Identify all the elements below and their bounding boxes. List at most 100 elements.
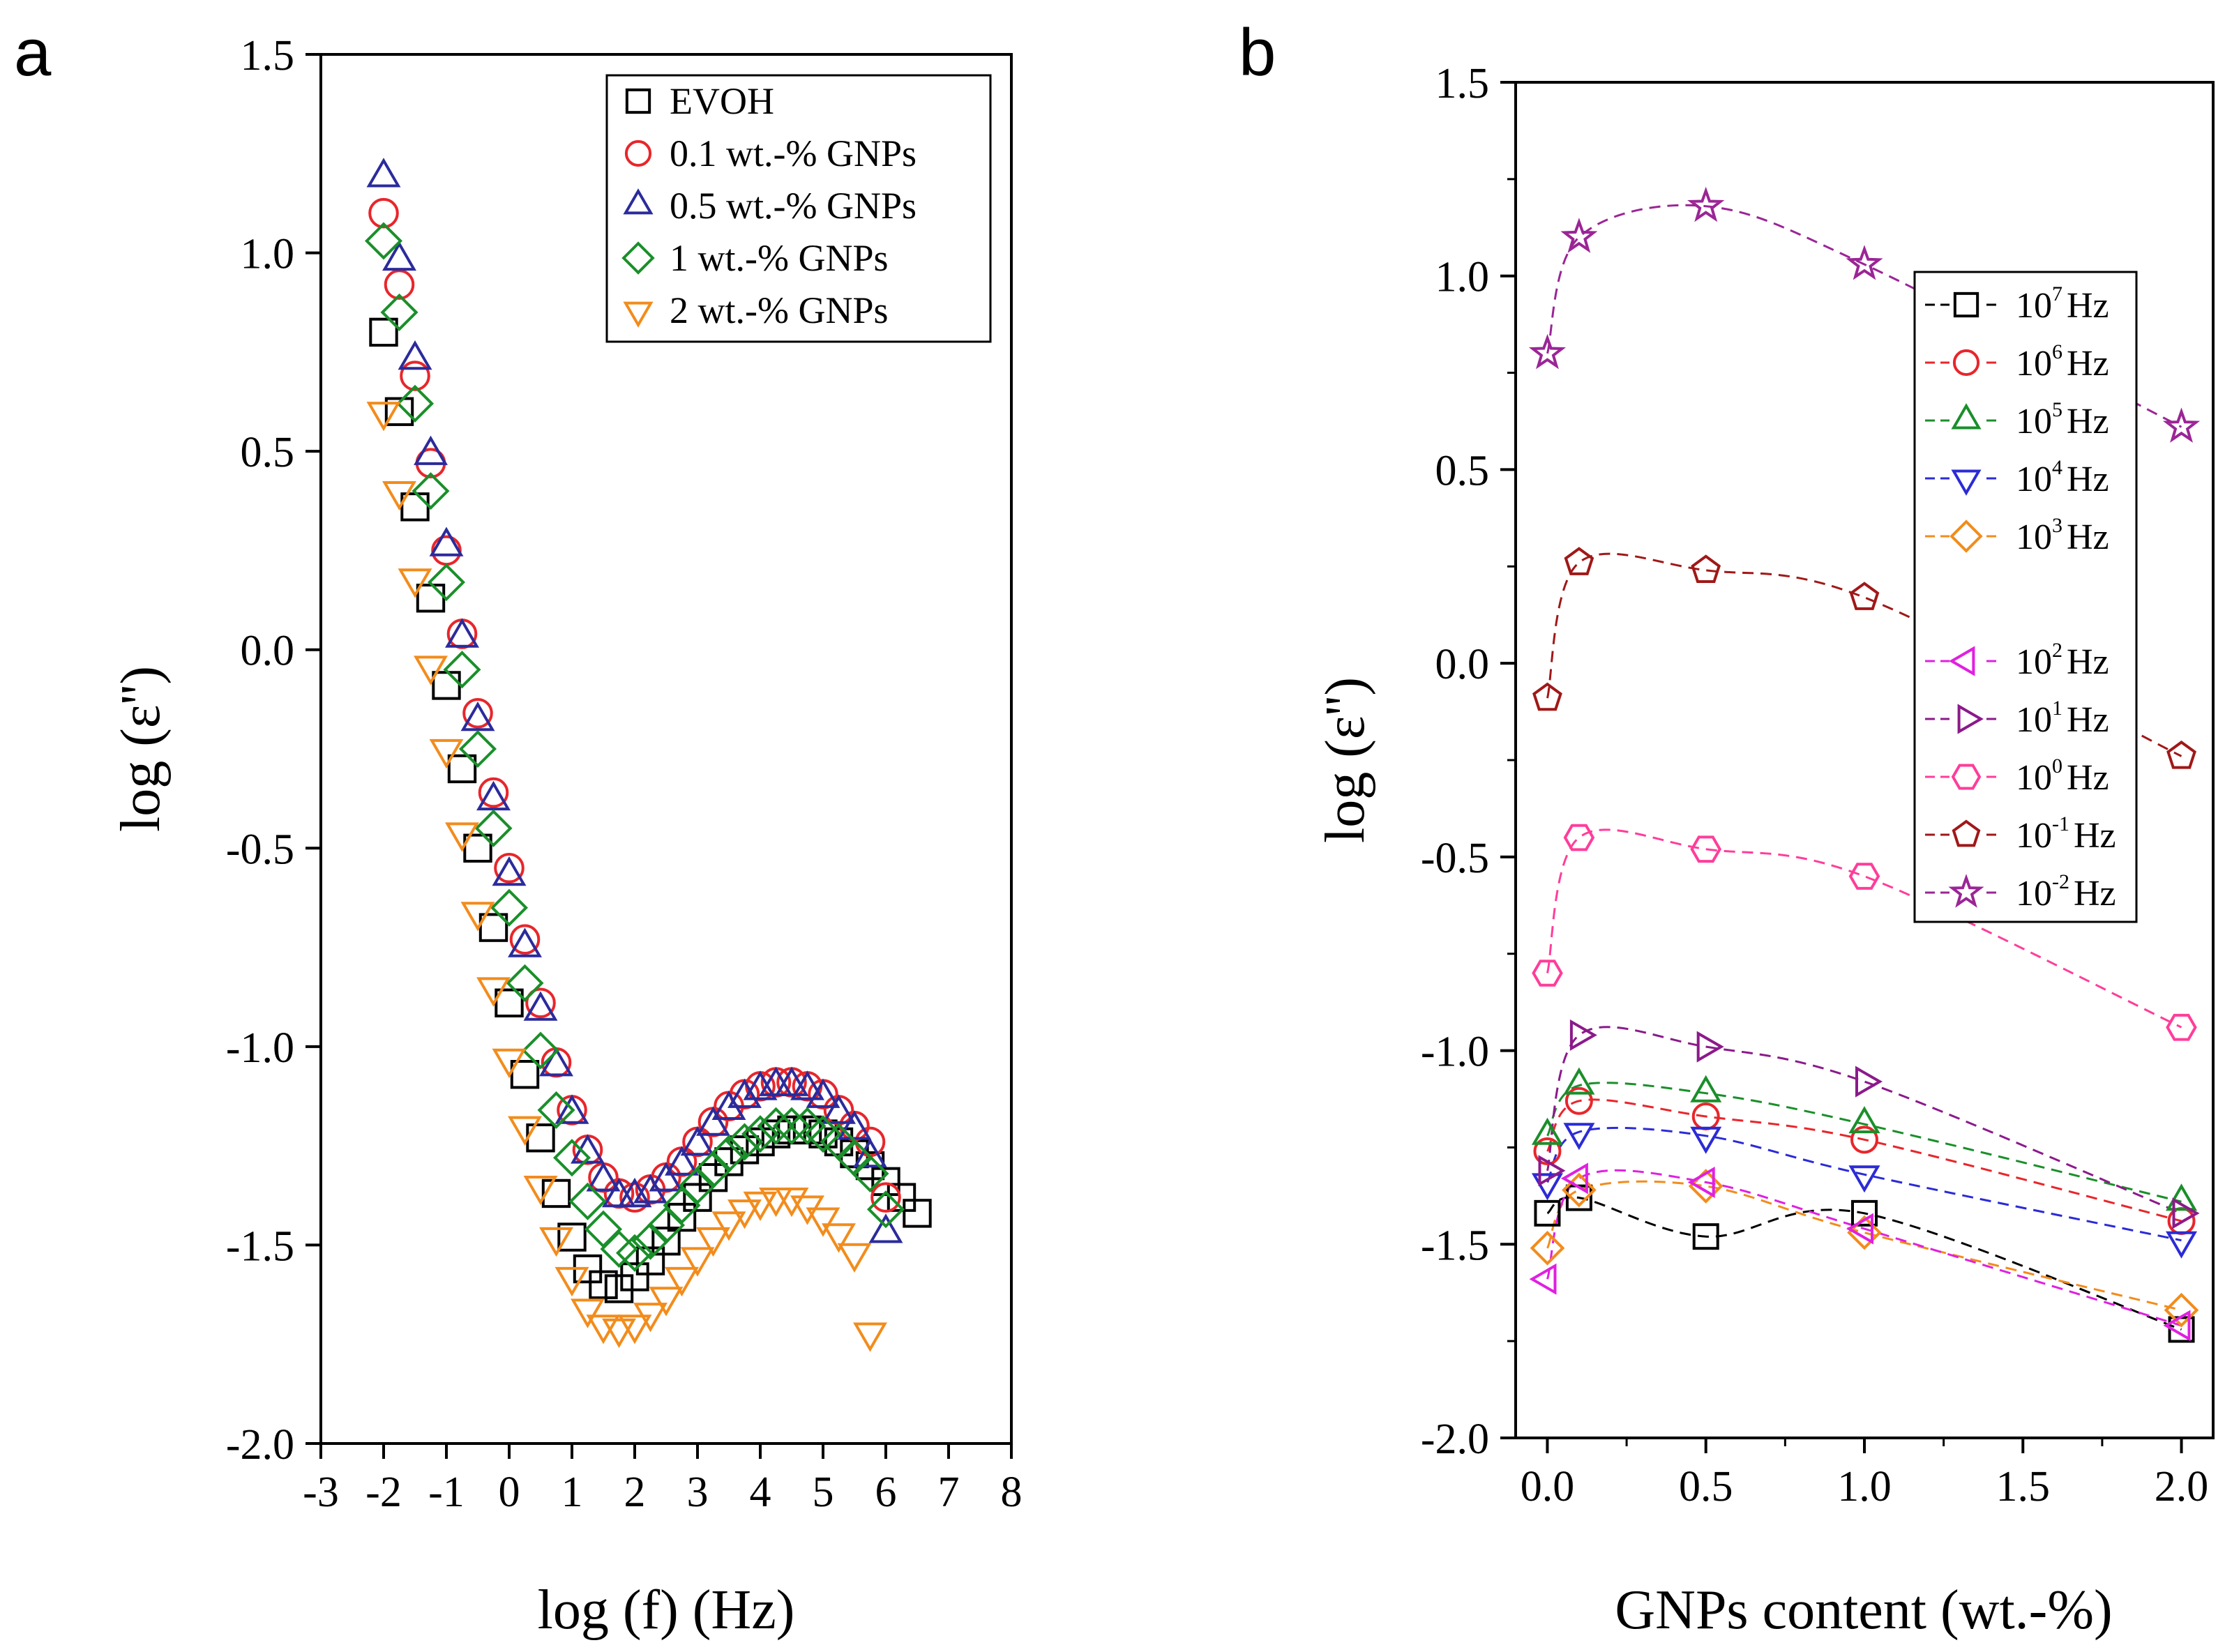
legend-unit-b: Hz bbox=[2067, 402, 2109, 441]
data-point-a bbox=[823, 1095, 854, 1126]
data-point-a bbox=[368, 197, 399, 229]
data-point-a bbox=[741, 1115, 780, 1153]
data-point-b bbox=[1687, 186, 1725, 222]
series-line-b bbox=[1546, 1180, 2182, 1312]
data-point-a bbox=[460, 902, 495, 932]
data-point-a bbox=[537, 1091, 575, 1129]
data-point-b bbox=[1534, 1199, 1561, 1227]
data-point-a bbox=[557, 1222, 587, 1252]
data-point-a bbox=[680, 1126, 715, 1156]
data-point-a bbox=[539, 1047, 573, 1077]
y-tick-label-b: -2.0 bbox=[1421, 1416, 1489, 1463]
legend-base-b: 10 bbox=[2016, 517, 2052, 557]
x-tick-label-a: -3 bbox=[303, 1469, 339, 1516]
legend-exponent-b: 4 bbox=[2052, 456, 2062, 479]
legend-label-b: 102 Hz bbox=[2016, 639, 2109, 682]
legend-label-b: 104 Hz bbox=[2016, 456, 2109, 499]
x-tick-label-a: 2 bbox=[624, 1469, 646, 1516]
legend-box-b bbox=[1913, 271, 2138, 923]
data-point-a bbox=[416, 584, 446, 613]
legend-exponent-b: -2 bbox=[2052, 870, 2069, 893]
data-point-a bbox=[806, 1207, 840, 1237]
data-point-a bbox=[651, 1227, 681, 1256]
data-point-a bbox=[694, 1151, 732, 1189]
axes-b: 0.0 0.5 1.0 1.5 2.0 1.5 1.0 0.5 0.0 -0.5 -1.0 -1.5 -… bbox=[1421, 60, 2208, 1510]
x-axis-title-b: GNPs content (wt.-%) bbox=[1615, 1579, 2112, 1641]
data-point-b bbox=[1564, 547, 1594, 575]
data-point-a bbox=[395, 384, 435, 423]
data-point-a bbox=[384, 269, 415, 300]
data-point-a bbox=[523, 1176, 558, 1206]
legend-label-a: 1 wt.-% GNPs bbox=[670, 237, 889, 279]
legend-exponent-b: -1 bbox=[2052, 812, 2069, 835]
legend-unit-b: Hz bbox=[2067, 460, 2109, 499]
data-point-a bbox=[382, 241, 416, 271]
data-point-b bbox=[1529, 1263, 1557, 1295]
x-tick-label-b: 0.0 bbox=[1521, 1463, 1575, 1510]
data-point-a bbox=[510, 1059, 540, 1089]
legend-base-b: 10 bbox=[2016, 460, 2052, 499]
legend-exponent-b: 2 bbox=[2052, 639, 2062, 662]
data-point-a bbox=[772, 1107, 811, 1145]
legend-unit-b: Hz bbox=[2074, 874, 2116, 914]
legend-marker-bg-b bbox=[1949, 644, 1983, 678]
legend-marker-b bbox=[1953, 291, 1979, 318]
data-point-b bbox=[2163, 1310, 2191, 1342]
legend-label-b: 107 Hz bbox=[2016, 282, 2109, 326]
data-point-a bbox=[820, 1123, 858, 1161]
data-point-a bbox=[476, 977, 511, 1007]
data-point-a bbox=[555, 1266, 589, 1297]
legend-label-a: 2 wt.-% GNPs bbox=[670, 289, 889, 331]
data-point-a bbox=[539, 1227, 573, 1257]
series-line-b bbox=[1546, 1026, 2182, 1215]
x-tick-label-a: 3 bbox=[687, 1469, 709, 1516]
series-line-b bbox=[1546, 1169, 2182, 1327]
axes-a: -3 -2 -1 0 1 2 3 4 5 6 7 8 1.5 1.0 0.5 0.0 -0.5 -1.0 -1.5 -… bbox=[226, 32, 1023, 1516]
legend-exponent-b: 5 bbox=[2052, 398, 2062, 421]
data-point-a bbox=[506, 964, 544, 1002]
legend-label-a: 0.1 wt.-% GNPs bbox=[670, 132, 917, 174]
data-point-a bbox=[667, 1202, 697, 1232]
data-point-b bbox=[1690, 1075, 1722, 1102]
data-point-b bbox=[2164, 1292, 2199, 1328]
x-tick-label-a: -2 bbox=[365, 1469, 402, 1516]
data-point-a bbox=[600, 1230, 638, 1268]
y-tick-label-b: 0.5 bbox=[1435, 447, 1490, 494]
data-point-a bbox=[568, 1182, 607, 1220]
data-point-a bbox=[523, 991, 558, 1021]
data-point-b bbox=[1563, 824, 1595, 851]
data-point-a bbox=[851, 1154, 889, 1193]
data-point-a bbox=[649, 1287, 684, 1317]
data-point-a bbox=[478, 913, 508, 942]
data-point-b bbox=[1564, 1086, 1593, 1115]
data-point-a bbox=[822, 1094, 856, 1124]
legend-label-b: 100 Hz bbox=[2016, 755, 2109, 798]
data-point-b bbox=[1531, 1117, 1563, 1145]
legend-unit-b: Hz bbox=[2074, 816, 2116, 856]
data-point-a bbox=[903, 1199, 932, 1228]
plot-frame-a bbox=[319, 53, 1013, 1445]
data-point-b bbox=[2166, 1013, 2197, 1041]
y-tick-label-a: -1.5 bbox=[226, 1222, 294, 1270]
data-point-a bbox=[492, 856, 527, 886]
legend-exponent-b: 0 bbox=[2052, 755, 2062, 778]
data-point-a bbox=[804, 1115, 843, 1153]
data-point-a bbox=[588, 1162, 619, 1193]
legend-label-b: 103 Hz bbox=[2016, 514, 2109, 557]
data-point-a bbox=[429, 526, 464, 556]
data-point-a bbox=[602, 1318, 636, 1349]
data-point-b bbox=[1533, 1137, 1562, 1165]
data-point-a bbox=[698, 1162, 728, 1192]
data-point-a bbox=[541, 1179, 571, 1208]
data-point-a bbox=[398, 568, 432, 598]
legend-exponent-b: 3 bbox=[2052, 514, 2062, 537]
data-point-a bbox=[619, 1182, 650, 1213]
legend-a: EVOH 0.1 wt.-% GNPs 0.5 wt.-% GNPs 1 wt.-% … bbox=[605, 74, 992, 343]
data-point-a bbox=[822, 1223, 856, 1253]
legend-label-b: 106 Hz bbox=[2016, 340, 2109, 384]
data-point-a bbox=[366, 158, 401, 188]
data-point-b bbox=[1688, 1169, 1724, 1204]
data-point-b bbox=[1849, 582, 1880, 610]
data-point-b bbox=[1569, 1019, 1597, 1051]
